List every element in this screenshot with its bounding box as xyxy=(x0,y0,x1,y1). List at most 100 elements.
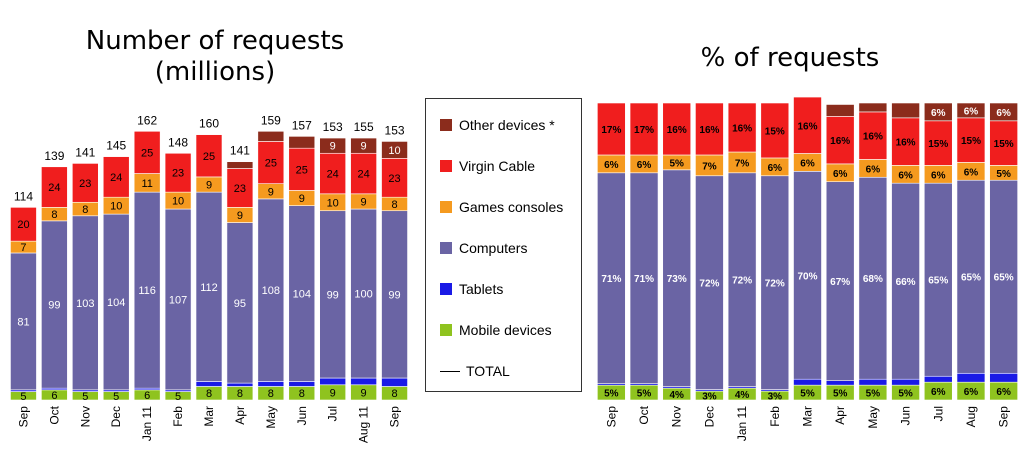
right-chart-data-label: 4% xyxy=(735,390,750,401)
left-chart-x-tick-label: Dec xyxy=(109,406,123,427)
right-chart-x-tick-label: Jul xyxy=(931,406,945,421)
right-chart-title: % of requests xyxy=(700,43,880,73)
right-chart-data-label: 7% xyxy=(735,158,750,169)
right-chart-data-label: 5% xyxy=(637,389,652,400)
left-chart-data-label: 7 xyxy=(20,242,26,254)
right-chart-data-label: 15% xyxy=(961,136,981,147)
right-chart-bar-segment xyxy=(695,175,724,390)
left-chart-bar-segment xyxy=(102,156,130,198)
right-chart-bar-segment xyxy=(629,172,659,384)
legend-swatch xyxy=(440,242,452,254)
right-chart-data-label: 72% xyxy=(732,276,752,287)
legend: Other devices * Virgin Cable Games conso… xyxy=(425,98,582,392)
left-chart-data-label: 9 xyxy=(330,387,336,399)
right-chart-data-label: 70% xyxy=(797,271,817,282)
left-chart-bar-segment xyxy=(257,130,285,142)
legend-item-tablets: Tablets xyxy=(440,279,503,299)
right-chart-x-tick-label: Mar xyxy=(801,406,815,427)
left-chart-data-label: 107 xyxy=(169,294,187,306)
legend-label: Tablets xyxy=(459,281,504,297)
right-chart-bar-segment xyxy=(727,172,757,387)
right-chart-data-label: 71% xyxy=(634,274,654,285)
right-chart-data-label: 16% xyxy=(667,125,687,136)
left-chart-bar-segment xyxy=(72,163,99,203)
right-chart-bar-segment xyxy=(956,179,986,374)
right-chart-bar-segment xyxy=(858,111,888,160)
right-chart-bar-segment xyxy=(956,102,986,119)
left-chart-total-label: 162 xyxy=(137,113,157,127)
left-chart-data-label: 11 xyxy=(141,178,152,190)
right-chart-data-label: 7% xyxy=(702,161,717,172)
left-chart-total-label: 141 xyxy=(75,145,95,159)
left-chart-bar-segment xyxy=(257,141,285,184)
left-chart-x-tick-label: May xyxy=(264,406,278,429)
right-chart-data-label: 16% xyxy=(896,138,916,149)
right-chart-data-label: 15% xyxy=(765,126,785,137)
right-chart-data-label: 5% xyxy=(604,389,619,400)
left-chart-data-label: 99 xyxy=(388,289,400,301)
right-chart-data-label: 5% xyxy=(996,169,1011,180)
left-chart-x-tick-label: Apr xyxy=(233,406,247,425)
left-chart-data-label: 24 xyxy=(357,169,369,181)
left-chart-total-label: 157 xyxy=(292,118,312,132)
left-chart-data-label: 99 xyxy=(327,289,339,301)
left-chart-bar-segment xyxy=(381,210,408,379)
right-chart-bar-segment xyxy=(923,182,953,377)
left-chart-bar-segment xyxy=(350,208,377,379)
right-chart-data-label: 16% xyxy=(830,136,850,147)
left-chart-bar-segment xyxy=(41,166,68,208)
left-chart-data-label: 23 xyxy=(79,178,91,190)
left-chart-data-label: 24 xyxy=(327,169,339,181)
right-chart-data-label: 67% xyxy=(830,277,850,288)
right-chart-data-label: 68% xyxy=(863,274,883,285)
left-chart-data-label: 24 xyxy=(48,182,60,194)
left-chart-x-tick-label: Nov xyxy=(78,406,92,427)
right-chart-data-label: 6% xyxy=(996,387,1011,398)
left-chart-data-label: 9 xyxy=(361,196,367,208)
left-chart-data-label: 5 xyxy=(175,391,181,403)
right-chart-bar-segment xyxy=(825,380,855,386)
left-chart-data-label: 8 xyxy=(82,204,88,216)
right-chart-bar-segment xyxy=(760,102,790,159)
right-chart-bar-segment xyxy=(727,102,757,153)
left-chart-x-tick-label: Sep xyxy=(388,406,402,428)
legend-item-total: TOTAL xyxy=(440,361,510,381)
right-chart-data-label: 16% xyxy=(732,124,752,135)
left-chart-x-tick-label: Aug 11 xyxy=(357,406,371,443)
left-chart-data-label: 23 xyxy=(388,173,400,185)
left-chart-data-label: 8 xyxy=(268,388,274,400)
left-chart-bar-segment xyxy=(195,381,223,387)
right-chart-data-label: 5% xyxy=(866,389,881,400)
right-chart-data-label: 3% xyxy=(702,392,717,403)
left-chart-bar-segment xyxy=(195,191,223,382)
right-chart-bar-segment xyxy=(793,96,822,154)
left-chart-data-label: 20 xyxy=(17,219,29,231)
left-chart-total-label: 114 xyxy=(14,189,33,203)
right-chart-bar-segment xyxy=(793,378,822,386)
right-chart-data-label: 72% xyxy=(765,279,785,290)
left-chart-total-label: 155 xyxy=(354,120,374,134)
left-chart-data-label: 9 xyxy=(206,180,212,192)
left-chart-total-label: 153 xyxy=(323,120,343,134)
right-chart-data-label: 5% xyxy=(898,389,913,400)
left-chart-bar-segment xyxy=(288,147,316,191)
legend-label: Games consoles xyxy=(459,199,564,215)
right-chart-bar-segment xyxy=(695,102,724,156)
right-chart-data-label: 6% xyxy=(931,387,946,398)
left-chart-data-label: 23 xyxy=(234,183,246,195)
left-chart-data-label: 5 xyxy=(82,391,88,403)
left-chart-bar-segment xyxy=(164,208,192,391)
right-chart-x-tick-label: Aug xyxy=(964,406,978,427)
right-chart-x-tick-label: Apr xyxy=(833,406,847,425)
right-chart-data-label: 6% xyxy=(931,108,946,119)
right-chart-data-label: 65% xyxy=(928,276,948,287)
right-chart-bar-segment xyxy=(793,171,822,380)
right-chart-bar-segment xyxy=(825,104,855,117)
left-chart-total-label: 153 xyxy=(385,123,405,137)
right-chart-data-label: 65% xyxy=(961,273,981,284)
right-chart-data-label: 16% xyxy=(863,132,883,143)
left-chart-data-label: 23 xyxy=(172,168,184,180)
left-chart-data-label: 10 xyxy=(110,201,122,213)
left-chart-data-label: 8 xyxy=(391,199,397,211)
right-chart-x-tick-label: Feb xyxy=(768,406,782,427)
